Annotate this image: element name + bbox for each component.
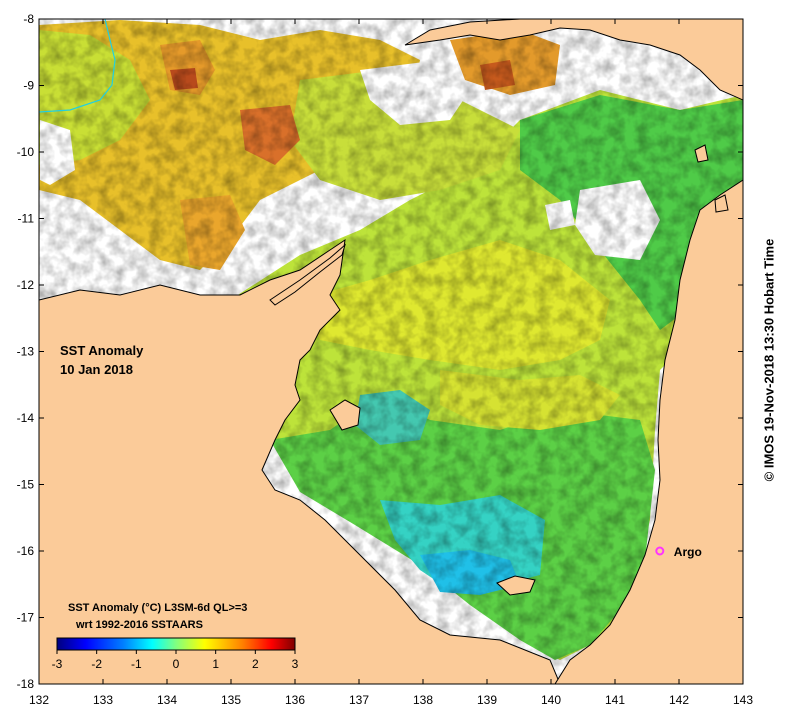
colorbar-tick-label: -1 xyxy=(131,657,142,671)
lat-tick-label: -15 xyxy=(17,478,35,492)
lon-tick-label: 141 xyxy=(605,693,625,707)
colorbar-gradient xyxy=(56,637,296,651)
land-mornington-island xyxy=(496,575,536,596)
land-wessel-islands xyxy=(269,243,346,306)
lon-tick-label: 137 xyxy=(349,693,369,707)
argo-marker-icon xyxy=(655,546,665,556)
colorbar-tick-label: -3 xyxy=(52,657,63,671)
map-title: SST Anomaly xyxy=(60,343,144,358)
lon-tick-label: 133 xyxy=(93,693,113,707)
lon-tick-label: 140 xyxy=(541,693,561,707)
map-date: 10 Jan 2018 xyxy=(60,362,133,377)
colorbar-ticks: -3 -2 -1 0 1 2 3 xyxy=(52,650,299,671)
lon-tick-label: 143 xyxy=(733,693,753,707)
lat-tick-label: -8 xyxy=(23,12,34,26)
colorbar-tick-label: 3 xyxy=(292,657,299,671)
lat-tick-label: -10 xyxy=(17,145,35,159)
land-torres-islands xyxy=(694,144,729,213)
maritime-boundary-line xyxy=(39,19,116,113)
lon-tick-label: 136 xyxy=(285,693,305,707)
lat-tick-label: -13 xyxy=(17,345,35,359)
lon-tick-label: 132 xyxy=(29,693,49,707)
colorbar-title: SST Anomaly (°C) L3SM-6d QL>=3 xyxy=(68,602,247,614)
lon-tick-label: 142 xyxy=(669,693,689,707)
colorbar-tick-label: 1 xyxy=(212,657,219,671)
lat-tick-label: -18 xyxy=(17,677,35,691)
lat-tick-label: -11 xyxy=(18,212,35,226)
argo-label: Argo xyxy=(674,545,702,559)
lat-tick-label: -16 xyxy=(17,544,35,558)
longitude-axis: 132 133 134 135 136 137 138 139 140 141 142 143 xyxy=(29,19,753,707)
lat-tick-label: -14 xyxy=(17,411,35,425)
colorbar-subtitle: wrt 1992-2016 SSTAARS xyxy=(75,619,203,631)
latitude-axis: -8-9-10-11-12-13-14-15-16-17-18 xyxy=(17,12,743,691)
credit-text: © IMOS 19-Nov-2018 13:30 Hobart Time xyxy=(761,238,777,482)
lon-tick-label: 138 xyxy=(413,693,433,707)
colorbar: SST Anomaly (°C) L3SM-6d QL>=3 wrt 1992-… xyxy=(52,602,299,671)
land-northern-territory xyxy=(39,238,561,684)
lon-tick-label: 139 xyxy=(477,693,497,707)
lat-tick-label: -12 xyxy=(17,278,35,292)
land-cape-york xyxy=(554,179,743,684)
lat-tick-label: -17 xyxy=(17,611,35,625)
argo-marker: Argo xyxy=(655,545,702,559)
colorbar-tick-label: -2 xyxy=(91,657,102,671)
plot-area xyxy=(39,19,743,684)
lon-tick-label: 134 xyxy=(157,693,177,707)
colorbar-tick-label: 0 xyxy=(173,657,180,671)
lat-tick-label: -9 xyxy=(23,79,34,93)
lon-tick-label: 135 xyxy=(221,693,241,707)
colorbar-tick-label: 2 xyxy=(252,657,259,671)
land-groote-eylandt xyxy=(329,399,361,431)
